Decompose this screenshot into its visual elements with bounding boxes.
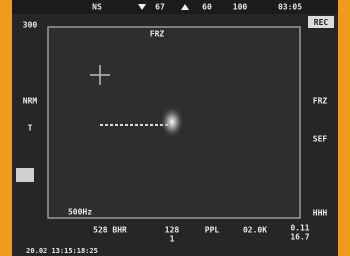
bottom-label: 528 BHR: [93, 226, 127, 235]
mode-label: FRZ: [150, 30, 165, 39]
bottom-label: 0.11: [290, 224, 309, 233]
right-label: FRZ: [313, 97, 328, 106]
bottom-label: 1: [170, 235, 175, 244]
right-label: SEF: [313, 135, 328, 144]
status-item: 100: [233, 3, 248, 12]
timestamp: 20.02 13:15:18:25: [26, 247, 98, 255]
status-item: 67: [155, 3, 165, 12]
left-label: NRM: [23, 97, 38, 106]
bottom-label: PPL: [205, 226, 220, 235]
status-item: NS: [92, 3, 102, 12]
status-item: 60: [202, 3, 212, 12]
right-label: HHH: [313, 209, 328, 218]
scale-label: 500Hz: [68, 208, 92, 217]
target-echo: [160, 106, 184, 138]
bottom-label: 16.7: [290, 233, 309, 242]
page: NS 67 60 100 03:05 300 FRZ REC NRM T FRZ…: [0, 0, 350, 256]
device-screen: NS 67 60 100 03:05 300 FRZ REC NRM T FRZ…: [0, 0, 350, 256]
left-indicator: [16, 168, 34, 182]
record-label: REC: [314, 18, 329, 27]
status-item: 03:05: [278, 3, 302, 12]
bottom-label: 02.0K: [243, 226, 267, 235]
corner-label: 300: [23, 21, 38, 30]
left-label: T: [28, 124, 33, 133]
bottom-label: 128: [165, 226, 180, 235]
